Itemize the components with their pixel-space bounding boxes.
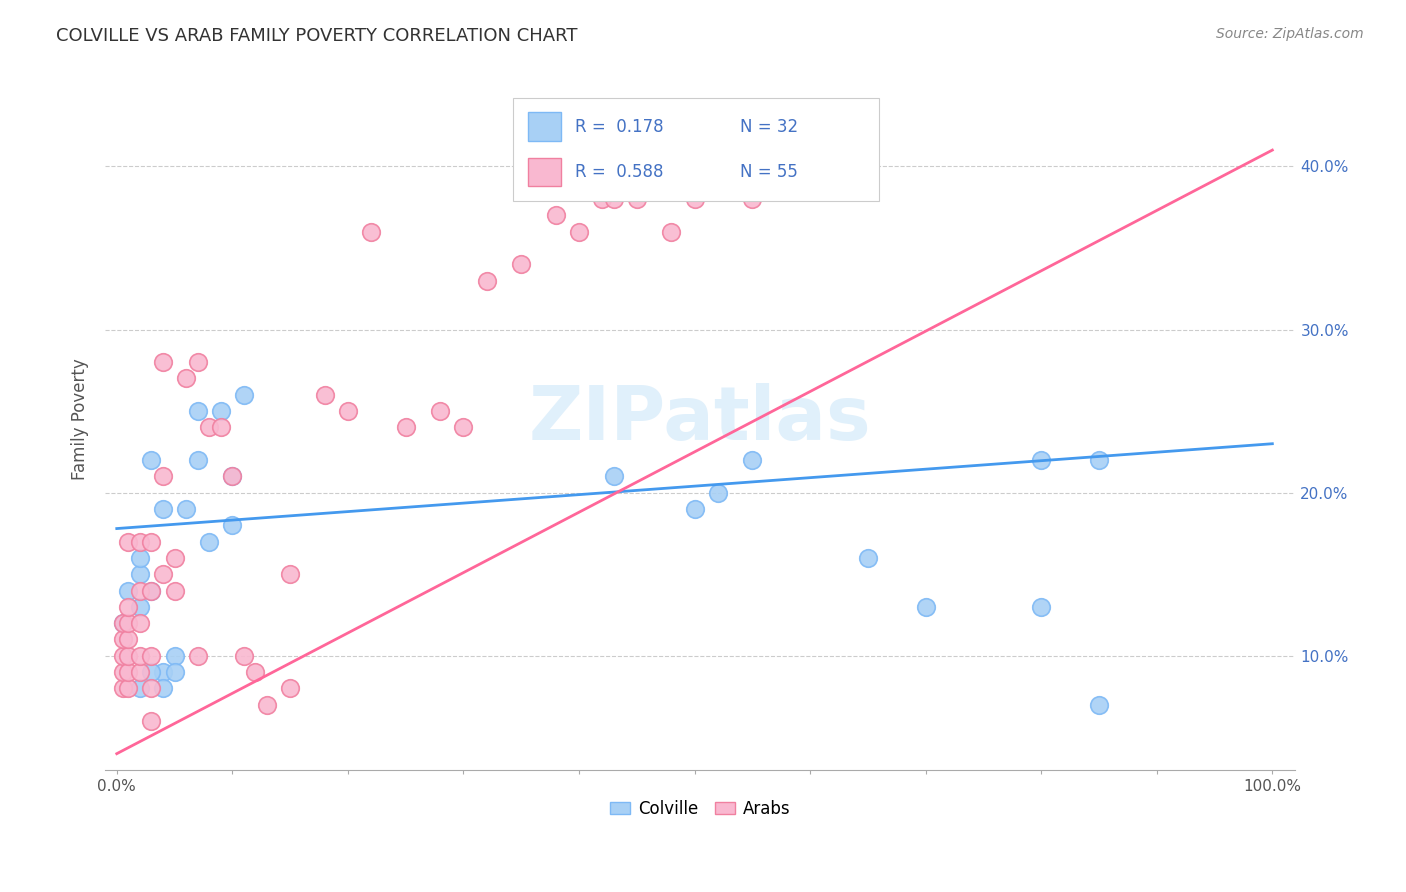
Point xyxy=(198,420,221,434)
Point xyxy=(187,404,209,418)
Point xyxy=(111,665,134,679)
Point xyxy=(111,616,134,631)
Point xyxy=(1088,453,1111,467)
Point xyxy=(141,665,163,679)
Point xyxy=(117,616,139,631)
Point xyxy=(799,127,821,141)
Point xyxy=(336,404,359,418)
Point xyxy=(256,698,278,712)
Point xyxy=(914,599,936,614)
Point xyxy=(128,665,150,679)
Point xyxy=(141,583,163,598)
Point xyxy=(221,469,243,483)
Point xyxy=(128,567,150,582)
Point xyxy=(568,225,591,239)
Point xyxy=(141,534,163,549)
Point xyxy=(128,550,150,565)
Point xyxy=(602,469,624,483)
Point xyxy=(187,453,209,467)
Point xyxy=(510,257,533,271)
Point xyxy=(209,404,232,418)
Point xyxy=(741,192,763,206)
Point xyxy=(117,665,139,679)
Point xyxy=(152,355,174,369)
Point xyxy=(209,420,232,434)
Point xyxy=(429,404,451,418)
Point xyxy=(395,420,418,434)
Point xyxy=(475,274,498,288)
Point xyxy=(141,453,163,467)
Point xyxy=(141,583,163,598)
Text: Source: ZipAtlas.com: Source: ZipAtlas.com xyxy=(1216,27,1364,41)
Text: N = 55: N = 55 xyxy=(740,163,797,181)
Point xyxy=(111,681,134,696)
Point xyxy=(128,616,150,631)
Point xyxy=(111,616,134,631)
Point xyxy=(198,534,221,549)
Point xyxy=(278,681,301,696)
Text: ZIPatlas: ZIPatlas xyxy=(529,383,872,456)
Point xyxy=(163,648,186,663)
Point xyxy=(117,648,139,663)
FancyBboxPatch shape xyxy=(513,98,879,201)
Point xyxy=(111,648,134,663)
Point xyxy=(117,681,139,696)
Point xyxy=(602,192,624,206)
Legend: Colville, Arabs: Colville, Arabs xyxy=(603,794,797,825)
Point xyxy=(1088,698,1111,712)
Point xyxy=(117,534,139,549)
Point xyxy=(163,665,186,679)
Point xyxy=(626,192,648,206)
Point xyxy=(152,665,174,679)
Point xyxy=(544,208,567,222)
Point xyxy=(360,225,382,239)
Point xyxy=(187,355,209,369)
Point xyxy=(128,648,150,663)
Point xyxy=(706,485,728,500)
Point xyxy=(232,648,254,663)
Point xyxy=(128,583,150,598)
Point xyxy=(683,502,706,516)
Y-axis label: Family Poverty: Family Poverty xyxy=(72,359,89,480)
Point xyxy=(117,583,139,598)
Point xyxy=(221,469,243,483)
Point xyxy=(141,648,163,663)
FancyBboxPatch shape xyxy=(527,158,561,186)
Point xyxy=(128,534,150,549)
Text: R =  0.588: R = 0.588 xyxy=(575,163,664,181)
Point xyxy=(591,192,613,206)
Point xyxy=(152,502,174,516)
Point xyxy=(683,192,706,206)
Text: N = 32: N = 32 xyxy=(740,118,799,136)
Point xyxy=(117,632,139,647)
Point xyxy=(141,714,163,728)
Point xyxy=(221,518,243,533)
Point xyxy=(152,567,174,582)
Point xyxy=(245,665,267,679)
Point xyxy=(453,420,475,434)
Point xyxy=(174,371,197,385)
Point xyxy=(128,599,150,614)
Point xyxy=(661,225,683,239)
FancyBboxPatch shape xyxy=(527,112,561,141)
Point xyxy=(152,681,174,696)
Point xyxy=(141,681,163,696)
Point xyxy=(314,388,336,402)
Point xyxy=(1031,599,1053,614)
Text: COLVILLE VS ARAB FAMILY POVERTY CORRELATION CHART: COLVILLE VS ARAB FAMILY POVERTY CORRELAT… xyxy=(56,27,578,45)
Point xyxy=(278,567,301,582)
Point xyxy=(856,550,879,565)
Point xyxy=(741,453,763,467)
Point xyxy=(163,550,186,565)
Point xyxy=(152,469,174,483)
Point xyxy=(232,388,254,402)
Point xyxy=(111,632,134,647)
Point xyxy=(187,648,209,663)
Point xyxy=(128,681,150,696)
Point xyxy=(117,599,139,614)
Point xyxy=(174,502,197,516)
Point xyxy=(163,583,186,598)
Point xyxy=(1031,453,1053,467)
Text: R =  0.178: R = 0.178 xyxy=(575,118,664,136)
